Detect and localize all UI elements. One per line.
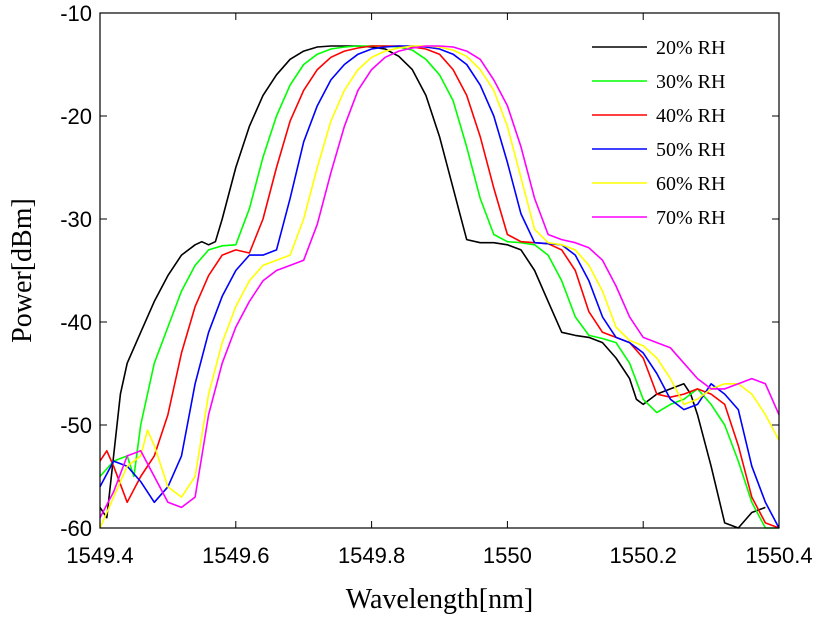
y-axis-label: Power[dBm]	[7, 198, 38, 343]
series-line-6	[99, 45, 780, 519]
legend-label: 60% RH	[656, 173, 725, 195]
legend-label: 20% RH	[656, 37, 725, 59]
y-tick-label: -60	[60, 516, 92, 541]
plot-frame	[99, 12, 780, 529]
legend-label: 50% RH	[656, 139, 725, 161]
x-tick-label: 1550.4	[745, 543, 812, 568]
x-tick-label: 1549.4	[66, 543, 133, 568]
series-line-1	[99, 45, 766, 529]
y-tick-label: -50	[60, 413, 92, 438]
legend: 20% RH 30% RH 40% RH 50% RH 60% RH 70% RH	[592, 37, 725, 229]
series-line-3	[99, 45, 780, 529]
legend-label: 70% RH	[656, 207, 725, 229]
y-tick-label: -40	[60, 310, 92, 335]
y-tick-label: -10	[60, 1, 92, 26]
x-tick-label: 1549.6	[202, 543, 269, 568]
y-axis-ticks: -60 -50 -40 -30 -20 -10	[60, 1, 779, 541]
legend-label: 30% RH	[656, 71, 725, 93]
legend-label: 40% RH	[656, 105, 725, 127]
x-axis-ticks: 1549.4 1549.6 1549.8 1550 1550.2 1550.4	[66, 13, 813, 568]
series-line-2	[99, 45, 779, 529]
series-lines	[99, 45, 780, 529]
y-tick-label: -30	[60, 207, 92, 232]
x-tick-label: 1550.2	[610, 543, 677, 568]
x-axis-label: Wavelength[nm]	[346, 584, 533, 615]
x-tick-label: 1549.8	[338, 543, 405, 568]
series-line-4	[99, 45, 780, 529]
x-tick-label: 1550	[483, 543, 532, 568]
y-tick-label: -20	[60, 104, 92, 129]
